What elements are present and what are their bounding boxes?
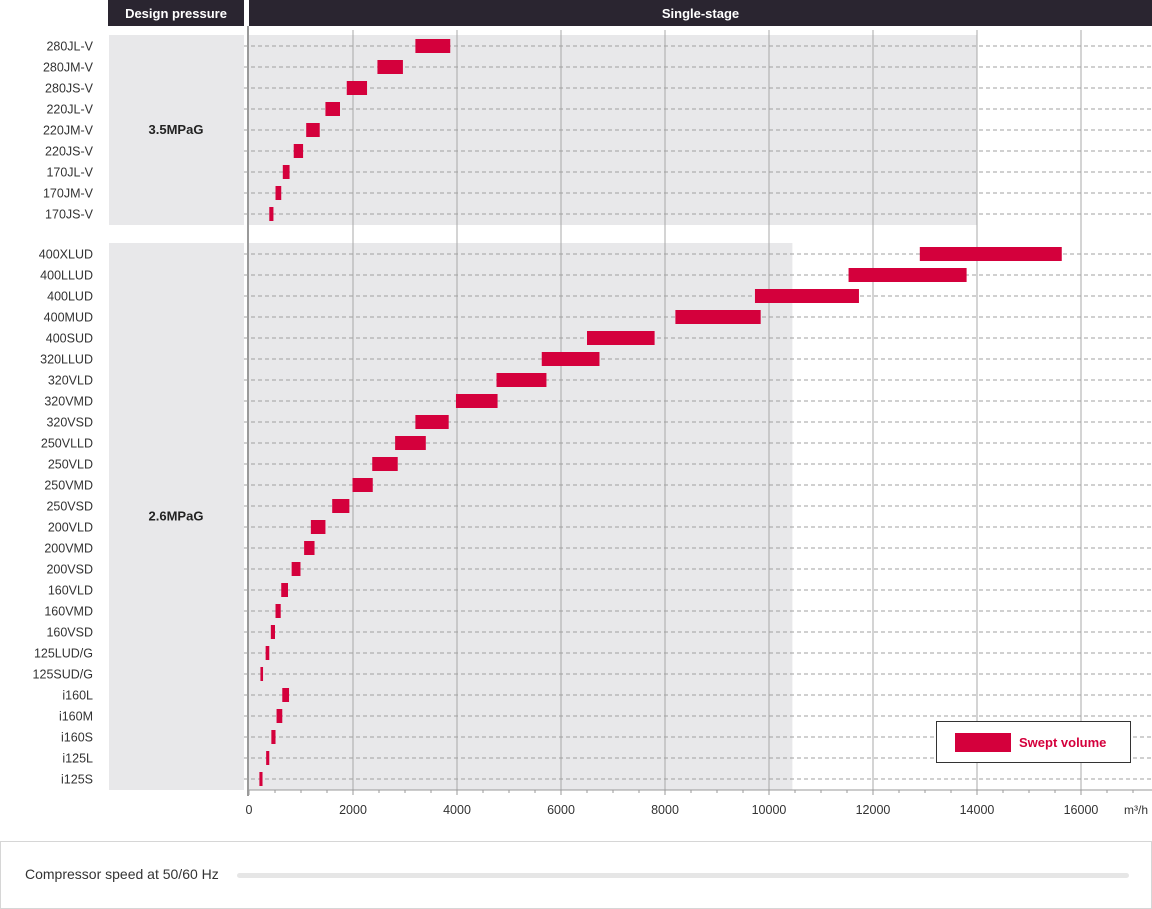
row-label: i160S — [61, 731, 93, 745]
swept-volume-bar — [496, 373, 547, 387]
x-tick-label: 10000 — [752, 803, 787, 817]
row-label: 170JL-V — [46, 166, 93, 180]
swept-volume-bar — [352, 478, 373, 492]
swept-volume-bar — [275, 604, 281, 618]
swept-volume-bar — [325, 102, 340, 116]
row-label: 125SUD/G — [33, 668, 93, 682]
row-label: 250VSD — [46, 500, 93, 514]
row-label: 400LLUD — [40, 269, 93, 283]
swept-volume-bar — [265, 646, 270, 660]
row-label: 160VMD — [44, 605, 93, 619]
swept-volume-bar — [291, 562, 301, 576]
x-tick-label: 14000 — [960, 803, 995, 817]
x-tick-label: 12000 — [856, 803, 891, 817]
x-tick-label: 6000 — [547, 803, 575, 817]
swept-volume-bar — [541, 352, 600, 366]
swept-volume-bar — [415, 39, 451, 53]
x-tick-label: 0 — [246, 803, 253, 817]
swept-volume-bar — [259, 772, 263, 786]
swept-volume-bar — [754, 289, 859, 303]
swept-volume-bar — [675, 310, 761, 324]
row-label: 250VLLD — [41, 437, 93, 451]
row-label: 250VMD — [44, 479, 93, 493]
row-label: 280JL-V — [46, 40, 93, 54]
swept-volume-bar — [332, 499, 350, 513]
swept-volume-bar — [260, 667, 264, 681]
swept-volume-bar — [282, 165, 290, 179]
row-label: 320VSD — [46, 416, 93, 430]
swept-volume-bar — [395, 436, 426, 450]
swept-volume-bar — [293, 144, 304, 158]
row-label: i160L — [62, 689, 93, 703]
swept-volume-bar — [304, 541, 315, 555]
pressure-band — [109, 243, 244, 790]
row-label: 220JS-V — [45, 145, 94, 159]
x-tick-label: 16000 — [1064, 803, 1099, 817]
row-label: 220JL-V — [46, 103, 93, 117]
design-pressure-header: Design pressure — [108, 0, 244, 26]
row-label: 280JS-V — [45, 82, 94, 96]
row-label: i125S — [61, 773, 93, 787]
compressor-speed-label: Compressor speed at 50/60 Hz — [25, 866, 219, 882]
swept-volume-bar — [919, 247, 1062, 261]
footer-panel: Compressor speed at 50/60 Hz — [0, 841, 1152, 909]
row-label: 250VLD — [48, 458, 93, 472]
swept-volume-bar — [415, 415, 449, 429]
row-label: 320LLUD — [40, 353, 93, 367]
row-label: 200VMD — [44, 542, 93, 556]
swept-volume-bar — [848, 268, 967, 282]
row-label: i125L — [62, 752, 93, 766]
swept-volume-bar — [372, 457, 398, 471]
swept-volume-bar — [587, 331, 655, 345]
swept-volume-bar — [281, 583, 288, 597]
swept-volume-bar — [306, 123, 320, 137]
legend: Swept volume — [936, 721, 1131, 763]
row-label: 160VSD — [46, 626, 93, 640]
swept-volume-bar — [377, 60, 403, 74]
swept-volume-bar — [266, 751, 270, 765]
swept-volume-bar — [275, 186, 282, 200]
row-label: 200VLD — [48, 521, 93, 535]
pressure-band — [109, 35, 244, 225]
swept-volume-bar — [271, 730, 276, 744]
row-label: i160M — [59, 710, 93, 724]
swept-volume-bar — [310, 520, 326, 534]
x-tick-label: 8000 — [651, 803, 679, 817]
legend-label: Swept volume — [1019, 734, 1107, 750]
swept-volume-chart: 3.5MPaG 2.6MPaG 280JL-V 280JM-V 280JS-V 220JL… — [33, 26, 1152, 817]
pressure-label: 2.6MPaG — [149, 509, 204, 524]
swept-volume-bar — [276, 709, 283, 723]
row-label: 400MUD — [44, 311, 93, 325]
row-label: 200VSD — [46, 563, 93, 577]
swept-volume-bar — [269, 207, 274, 221]
row-label: 400XLUD — [39, 248, 93, 262]
chart-band — [249, 243, 793, 790]
compressor-speed-track — [237, 873, 1129, 878]
row-label: 320VLD — [48, 374, 93, 388]
swept-volume-bar — [282, 688, 290, 702]
swept-volume-bar — [270, 625, 275, 639]
x-tick-label: 4000 — [443, 803, 471, 817]
row-label: 170JS-V — [45, 208, 94, 222]
row-label: 170JM-V — [43, 187, 94, 201]
row-label: 400SUD — [46, 332, 93, 346]
row-label: 125LUD/G — [34, 647, 93, 661]
row-label: 400LUD — [47, 290, 93, 304]
legend-swatch — [955, 732, 1011, 752]
swept-volume-bar — [346, 81, 368, 95]
single-stage-header: Single-stage — [249, 0, 1152, 26]
row-label: 160VLD — [48, 584, 93, 598]
row-label: 220JM-V — [43, 124, 94, 138]
swept-volume-bar — [455, 394, 498, 408]
pressure-label: 3.5MPaG — [149, 122, 204, 137]
x-tick-label: 2000 — [339, 803, 367, 817]
x-unit-label: m³/h — [1124, 803, 1148, 817]
row-label: 320VMD — [44, 395, 93, 409]
row-label: 280JM-V — [43, 61, 94, 75]
